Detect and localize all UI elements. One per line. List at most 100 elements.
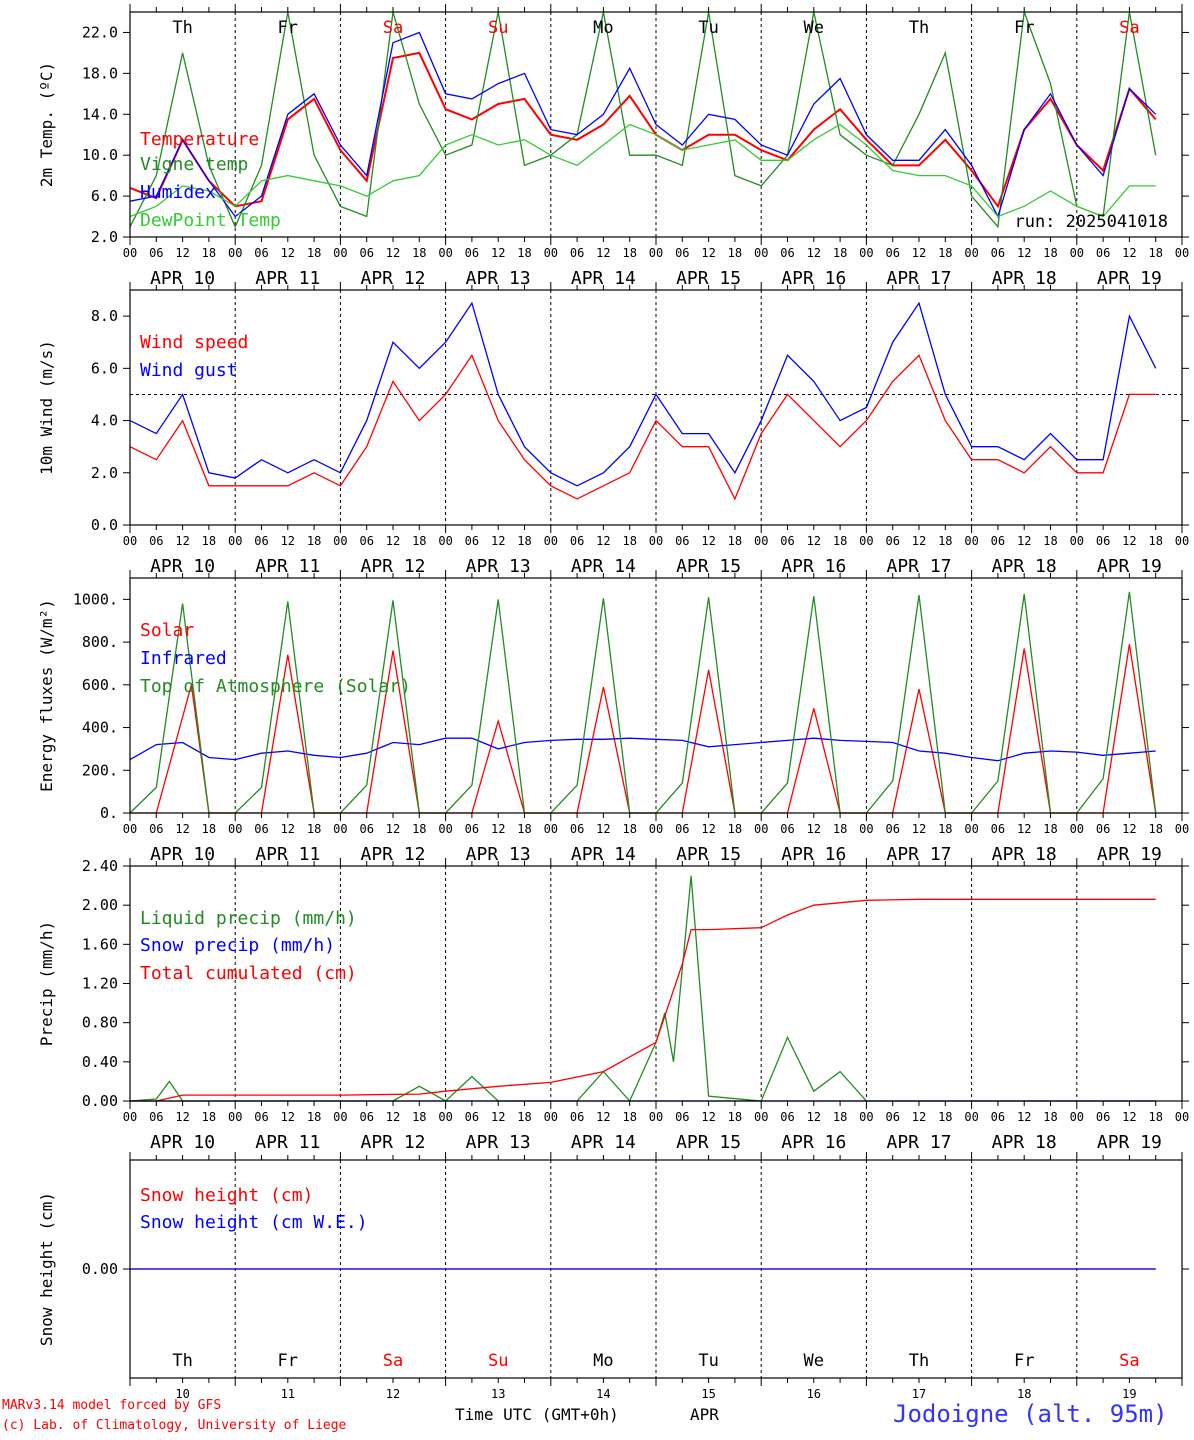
- date-label: APR 12: [360, 844, 425, 865]
- hour-tick-label: 12: [175, 534, 189, 548]
- hour-tick-label: 12: [912, 1110, 926, 1124]
- hour-tick-label: 12: [491, 534, 505, 548]
- y-tick-label: 18.0: [82, 64, 118, 82]
- hour-tick-label: 00: [754, 246, 768, 260]
- hour-tick-label: 00: [123, 1110, 137, 1124]
- hour-tick-label: 18: [1043, 246, 1057, 260]
- weekday-label-top: We: [804, 18, 824, 38]
- hour-tick-label: 00: [649, 246, 663, 260]
- hour-tick-label: 12: [1017, 534, 1031, 548]
- hour-tick-label: 12: [1017, 1110, 1031, 1124]
- hour-tick-label: 18: [1043, 1110, 1057, 1124]
- date-label: APR 15: [676, 556, 741, 577]
- hour-tick-label: 00: [123, 822, 137, 836]
- date-label: APR 17: [886, 268, 951, 289]
- hour-tick-label: 12: [281, 822, 295, 836]
- hour-tick-label: 06: [780, 534, 794, 548]
- weekday-label-bottom: Th: [172, 1351, 192, 1371]
- hour-tick-label: 06: [254, 822, 268, 836]
- hour-tick-label: 00: [754, 534, 768, 548]
- series-line-temperature: [129, 51, 1157, 209]
- hour-tick-label: 12: [701, 534, 715, 548]
- date-label: APR 18: [992, 844, 1057, 865]
- hour-tick-label: 12: [1017, 822, 1031, 836]
- date-label: APR 18: [992, 268, 1057, 289]
- y-axis-label: 10m Wind (m/s): [37, 340, 56, 475]
- hour-tick-label: 18: [833, 822, 847, 836]
- hour-tick-label: 00: [228, 534, 242, 548]
- date-label: APR 10: [150, 1132, 215, 1153]
- y-tick-label: 800.: [82, 633, 118, 651]
- y-axis-label: Snow height (cm): [37, 1192, 56, 1346]
- legend-entry: Total cumulated (cm): [140, 963, 357, 984]
- series-line-wind-speed: [129, 353, 1156, 501]
- hour-tick-label: 18: [833, 246, 847, 260]
- date-label: APR 10: [150, 556, 215, 577]
- hour-tick-label: 00: [754, 1110, 768, 1124]
- y-tick-label: 0.00: [82, 1092, 118, 1110]
- hour-tick-label: 12: [807, 822, 821, 836]
- panel-4: [123, 858, 1189, 1109]
- hour-tick-label: 06: [991, 822, 1005, 836]
- hour-tick-label: 06: [465, 1110, 479, 1124]
- hour-tick-label: 06: [149, 1110, 163, 1124]
- date-label: APR 15: [676, 268, 741, 289]
- hour-tick-label: 18: [938, 1110, 952, 1124]
- y-tick-label: 2.40: [82, 857, 118, 875]
- panel-2: [123, 282, 1189, 533]
- y-axis-label: Precip (mm/h): [37, 921, 56, 1046]
- hour-tick-label: 06: [1096, 246, 1110, 260]
- y-tick-label: 1.20: [82, 975, 118, 993]
- panel-1: [123, 4, 1189, 245]
- date-label: APR 12: [360, 556, 425, 577]
- y-tick-label: 600.: [82, 676, 118, 694]
- hour-tick-label: 00: [859, 246, 873, 260]
- hour-tick-label: 12: [386, 534, 400, 548]
- legend-entry: Liquid precip (mm/h): [140, 908, 357, 929]
- hour-tick-label: 06: [570, 822, 584, 836]
- y-tick-label: 400.: [82, 719, 118, 737]
- hour-tick-label: 00: [333, 1110, 347, 1124]
- hour-tick-label: 00: [964, 1110, 978, 1124]
- hour-tick-label: 00: [333, 246, 347, 260]
- hour-tick-label: 00: [228, 822, 242, 836]
- y-tick-label: 6.0: [91, 187, 118, 205]
- hour-tick-label: 18: [517, 534, 531, 548]
- date-label: APR 16: [781, 268, 846, 289]
- hour-tick-label: 00: [228, 246, 242, 260]
- hour-tick-label: 18: [833, 1110, 847, 1124]
- hour-tick-label: 18: [412, 822, 426, 836]
- x-axis-title: Time UTC (GMT+0h): [455, 1405, 619, 1424]
- y-tick-label: 22.0: [82, 23, 118, 41]
- hour-tick-label: 12: [807, 246, 821, 260]
- hour-tick-label: 06: [675, 246, 689, 260]
- day-number-label: 10: [175, 1387, 189, 1401]
- hour-tick-label: 00: [859, 822, 873, 836]
- series-line-dewpoint-temp: [129, 123, 1156, 218]
- hour-tick-label: 12: [1122, 534, 1136, 548]
- date-label: APR 11: [255, 844, 320, 865]
- hour-tick-label: 06: [675, 534, 689, 548]
- hour-tick-label: 18: [1043, 534, 1057, 548]
- legend-entry: Temperature: [140, 129, 259, 150]
- hour-tick-label: 00: [1175, 1110, 1189, 1124]
- y-tick-label: 0.40: [82, 1053, 118, 1071]
- hour-tick-label: 06: [465, 822, 479, 836]
- hour-tick-label: 00: [649, 534, 663, 548]
- legend-entry: Snow height (cm W.E.): [140, 1212, 368, 1233]
- y-tick-label: 4.0: [91, 412, 118, 430]
- legend-entry: Humidex: [140, 182, 216, 203]
- hour-tick-label: 00: [228, 1110, 242, 1124]
- y-tick-label: 0.00: [82, 1260, 118, 1278]
- series-line-vigne-temp: [129, 11, 1157, 229]
- date-label: APR 18: [992, 556, 1057, 577]
- day-number-label: 17: [912, 1387, 926, 1401]
- legend-entry: Wind speed: [140, 332, 248, 353]
- weekday-label-top: Th: [909, 18, 929, 38]
- weekday-label-bottom: Sa: [383, 1351, 403, 1371]
- date-label: APR 11: [255, 556, 320, 577]
- hour-tick-label: 00: [1070, 1110, 1084, 1124]
- hour-tick-label: 06: [570, 534, 584, 548]
- day-number-label: 18: [1017, 1387, 1031, 1401]
- date-label: APR 13: [466, 268, 531, 289]
